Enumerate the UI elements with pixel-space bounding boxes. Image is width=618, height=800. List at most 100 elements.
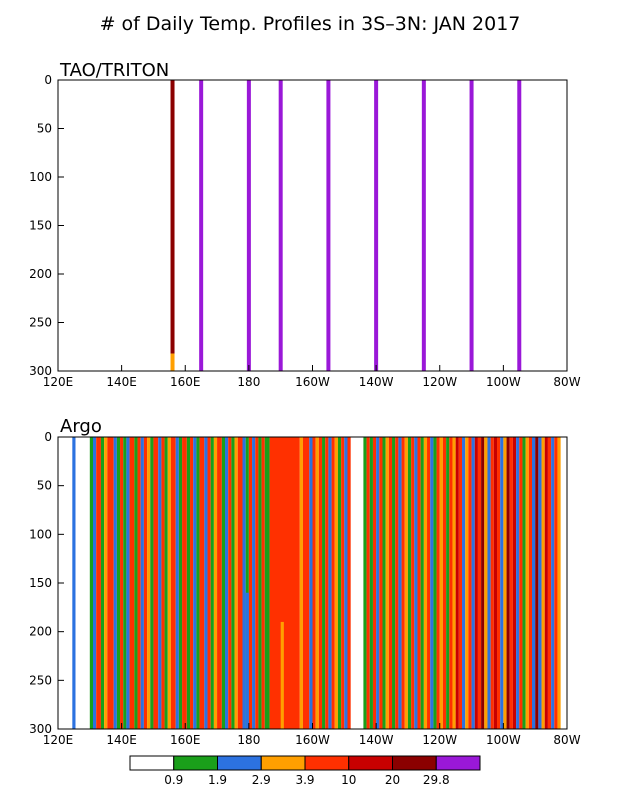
argo-cell-53	[299, 437, 303, 729]
chart-title: # of Daily Temp. Profiles in 3S–3N: JAN …	[100, 13, 521, 35]
argo-cell-108	[490, 437, 494, 729]
y-tick-label: 0	[44, 430, 52, 444]
argo-cell-55	[309, 437, 313, 729]
argo-cell-65	[341, 437, 345, 729]
argo-cell-7	[113, 437, 117, 729]
argo-cell-19	[153, 437, 159, 729]
y-tick-label: 150	[29, 219, 52, 233]
y-tick-label: 200	[29, 625, 52, 639]
argo-cell-44	[242, 437, 246, 729]
y-tick-label: 250	[29, 673, 52, 687]
argo-cell-69	[366, 437, 370, 729]
argo-cell-70	[369, 437, 373, 729]
argo-cell-76	[388, 437, 393, 729]
argo-cell-48	[255, 437, 259, 729]
argo-cell-63	[334, 437, 338, 729]
argo-cell-90	[433, 437, 437, 729]
argo-cell-72	[376, 437, 380, 729]
argo-panel-title: Argo	[60, 416, 102, 437]
argo-cell-29	[190, 437, 194, 729]
colorbar-label: 2.9	[252, 773, 271, 787]
argo-cell-33	[204, 437, 208, 729]
argo-cell-12	[129, 437, 135, 729]
tao-triton-panel-title: TAO/TRITON	[59, 60, 169, 81]
colorbar-swatch-6	[392, 755, 437, 771]
argo-cell-119	[525, 437, 529, 729]
argo-cell-51	[264, 437, 270, 729]
argo-cell-43	[237, 437, 243, 729]
argo-cell-100	[465, 437, 469, 729]
colorbar-label: 1.9	[208, 773, 227, 787]
argo-cell-95	[449, 437, 453, 729]
tao-triton-panel: TAO/TRITON 120E 140E 160E 180 160W 140W 120W 10…	[29, 60, 581, 389]
argo-cell-14	[137, 437, 141, 729]
argo-cell-25	[175, 437, 179, 729]
argo-cell-111	[500, 437, 504, 729]
argo-cell-42	[234, 437, 238, 729]
x-tick-label: 180	[237, 375, 260, 389]
x-tick-label: 80W	[553, 375, 580, 389]
argo-cell-128	[554, 437, 558, 729]
argo-cell-129	[557, 437, 561, 729]
x-tick-label: 100W	[486, 375, 521, 389]
argo-cell-32	[199, 437, 205, 729]
argo-cell-52	[269, 437, 300, 729]
argo-cell-30	[193, 437, 197, 729]
argo-cell-8	[116, 437, 121, 729]
argo-cell-20	[158, 437, 162, 729]
argo-cell-115	[512, 437, 517, 729]
colorbar-label: 10	[341, 773, 356, 787]
y-tick-label: 0	[44, 73, 52, 87]
argo-cell-41	[231, 437, 235, 729]
argo-cell-127	[551, 437, 555, 729]
argo-cell-99	[462, 437, 466, 729]
argo-cell-31	[196, 437, 200, 729]
argo-cell-13	[134, 437, 138, 729]
tao-column-6-segment-0	[421, 80, 426, 371]
argo-cell-46	[248, 437, 253, 729]
y-tick-label: 150	[29, 576, 52, 590]
argo-cell-96	[452, 437, 456, 729]
colorbar-swatch-0	[129, 755, 175, 771]
tao-column-0-segment-1	[170, 353, 175, 371]
argo-cell-86	[420, 437, 424, 729]
argo-cell-9	[120, 437, 124, 729]
argo-cell-57	[315, 437, 319, 729]
argo-cell-80	[401, 437, 405, 729]
x-tick-label: 180	[237, 733, 260, 747]
argo-cell-82	[407, 437, 412, 729]
argo-cell-66	[344, 437, 348, 729]
argo-cell-94	[446, 437, 450, 729]
argo-cell-77	[392, 437, 396, 729]
argo-panel: Argo 120E 140E 160E 180 160W 140W 120W 100W 80W …	[29, 416, 581, 747]
argo-cell-17	[147, 437, 151, 729]
argo-cell-106	[484, 437, 488, 729]
colorbar-swatch-3	[260, 755, 306, 771]
argo-cell-116	[516, 437, 520, 729]
tao-column-5-segment-0	[374, 80, 379, 371]
x-tick-label: 120W	[422, 733, 457, 747]
tao-column-3-segment-0	[278, 80, 283, 371]
argo-cell-113	[506, 437, 510, 729]
argo-cell-37	[217, 437, 222, 729]
colorbar-swatch-5	[348, 755, 393, 771]
argo-cell-0	[72, 437, 76, 729]
colorbar: 0.9 1.9 2.9 3.9 10 20 29.8	[129, 755, 481, 787]
argo-cell-117	[519, 437, 523, 729]
argo-cell-11	[126, 437, 130, 729]
argo-cell-34	[207, 437, 211, 729]
argo-cell-107	[487, 437, 491, 729]
argo-cell-40	[228, 437, 232, 729]
argo-cell-68	[363, 437, 367, 729]
argo-cell-104	[477, 437, 482, 729]
argo-cell-101	[468, 437, 472, 729]
argo-cell-56	[312, 437, 316, 729]
argo-cell-6	[107, 437, 114, 729]
x-tick-label: 140W	[359, 733, 394, 747]
x-tick-label: 160E	[170, 375, 201, 389]
tao-triton-columns	[170, 80, 522, 371]
argo-cell-16	[143, 437, 148, 729]
colorbar-swatch-7	[435, 755, 481, 771]
argo-x-axis: 120E 140E 160E 180 160W 140W 120W 100W 80W	[43, 723, 581, 747]
argo-cell-121	[532, 437, 536, 729]
